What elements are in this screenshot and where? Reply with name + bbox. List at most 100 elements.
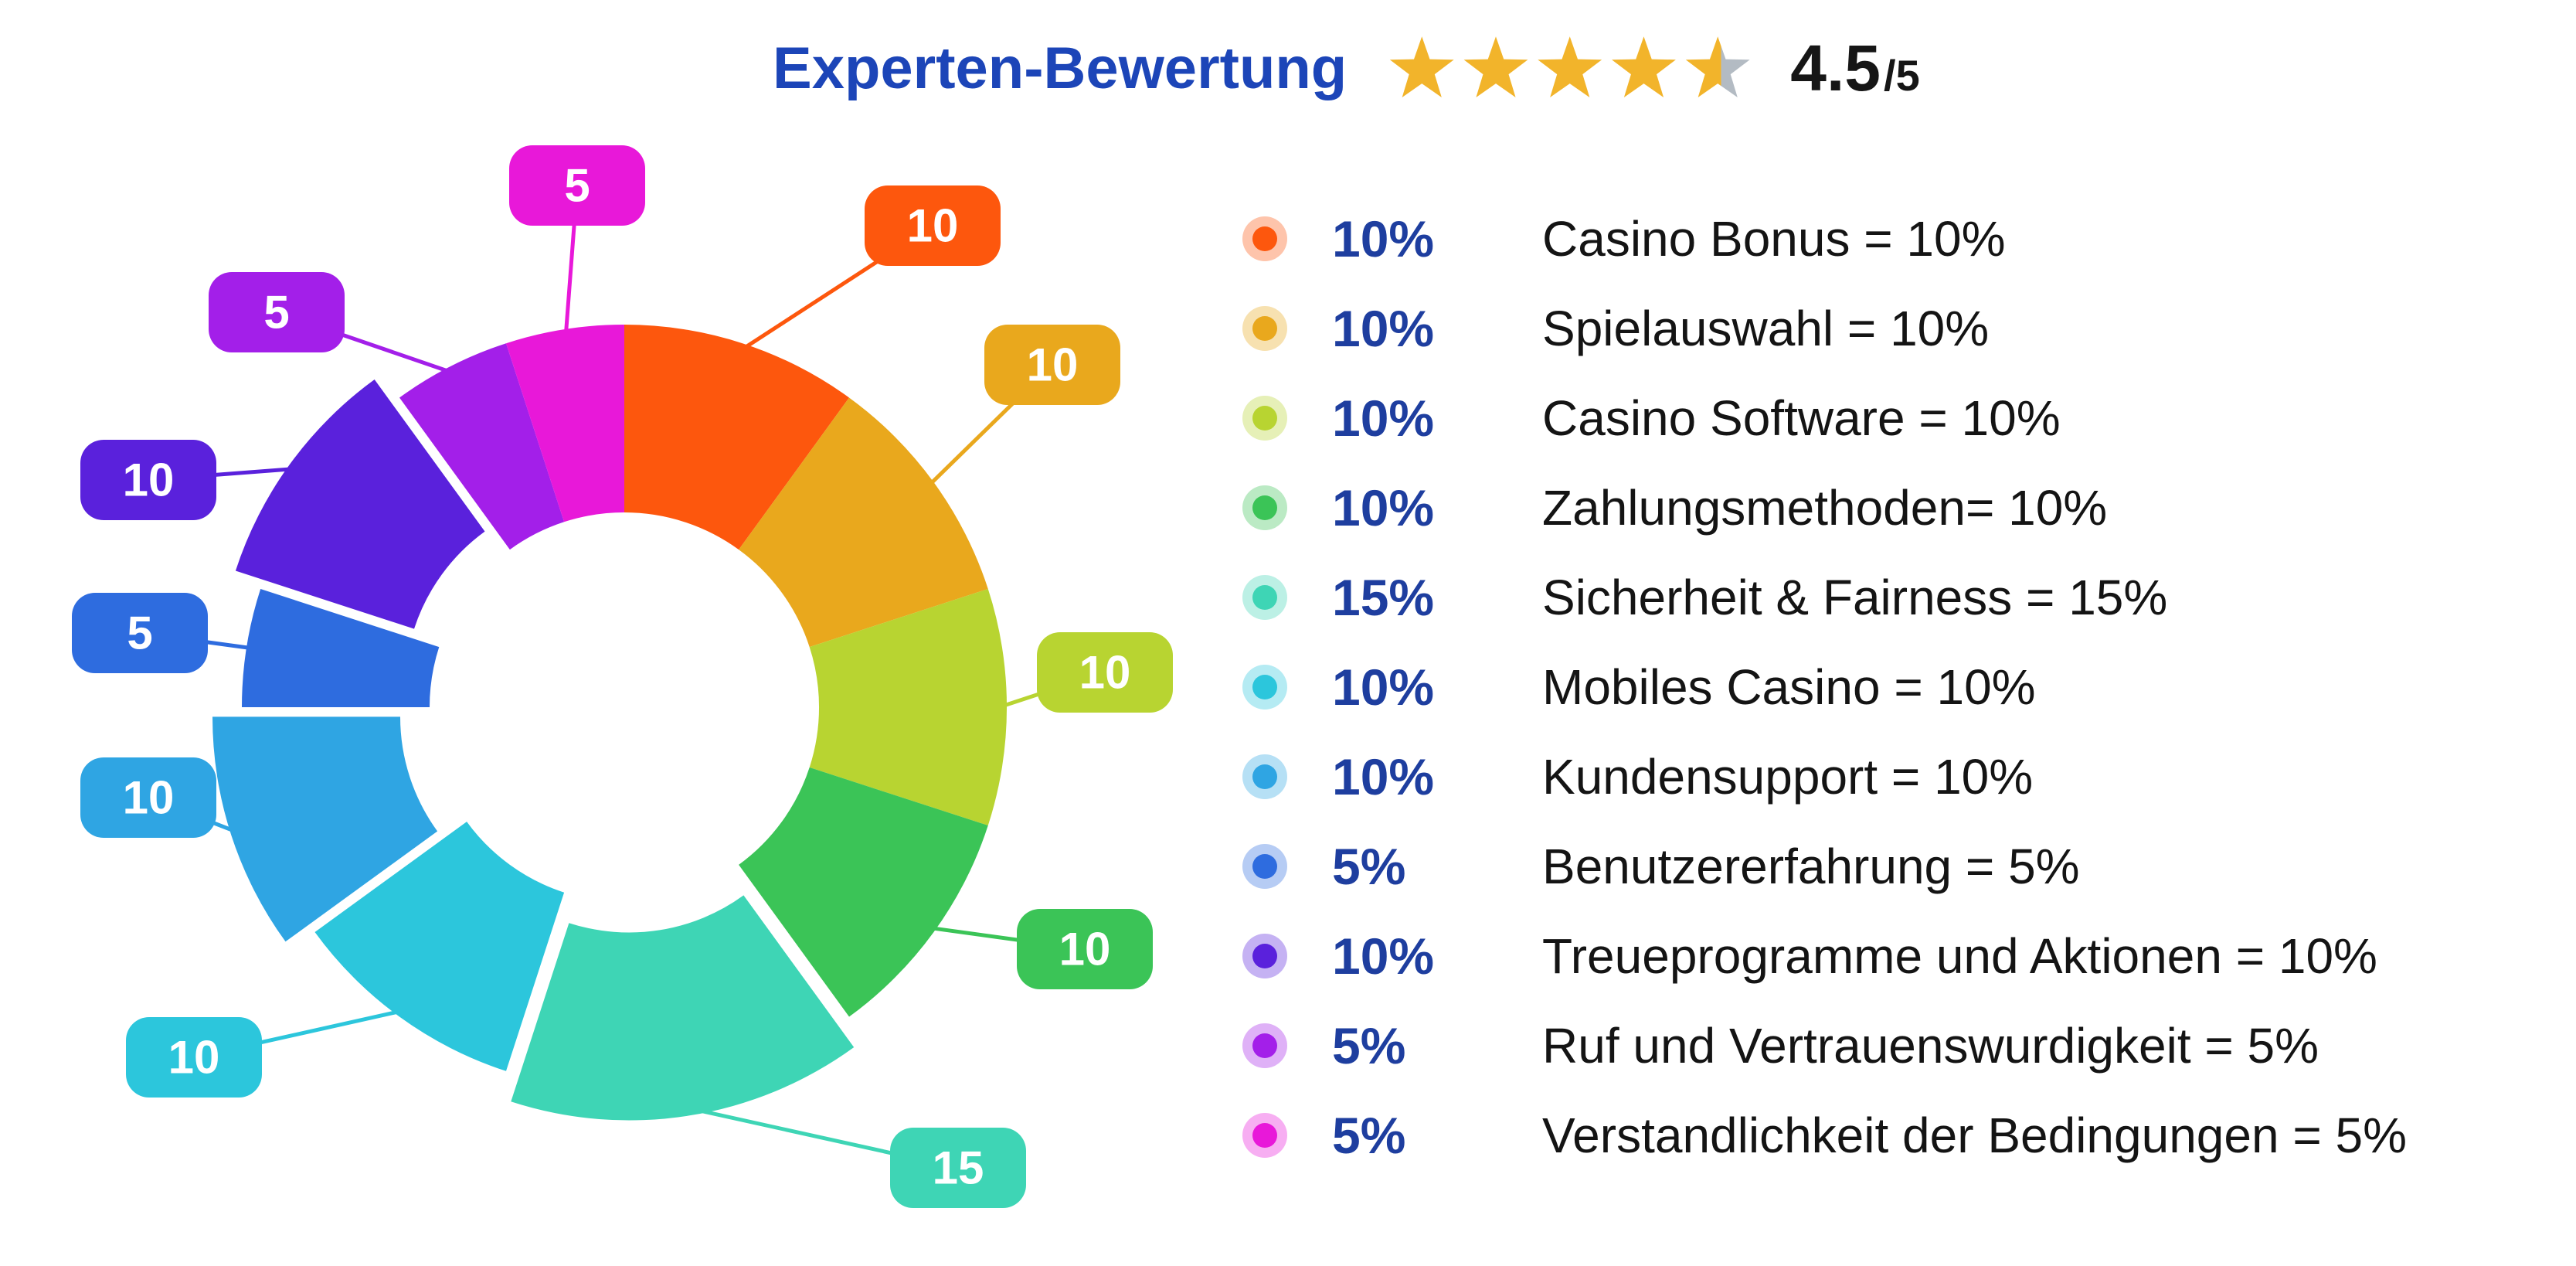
legend-label: Benutzererfahrung = 5% bbox=[1542, 839, 2080, 894]
legend-marker-icon bbox=[1242, 396, 1287, 441]
segment-casino-software bbox=[809, 589, 1008, 825]
legend-label: Verstandlichkeit der Bedingungen = 5% bbox=[1542, 1108, 2407, 1163]
legend-row-zahlungsmethoden: 10% Zahlungsmethoden= 10% bbox=[1242, 463, 2407, 553]
segment-kundensupport bbox=[212, 716, 438, 942]
legend-marker-dot bbox=[1252, 764, 1277, 789]
star-icon bbox=[1390, 36, 1454, 97]
callout-value-zahlungsmethoden: 10 bbox=[1059, 924, 1111, 975]
legend-marker-dot bbox=[1252, 495, 1277, 520]
legend-label: Treueprogramme und Aktionen = 10% bbox=[1542, 928, 2377, 984]
rating-max: /5 bbox=[1884, 51, 1920, 100]
rating: 4.5 /5 bbox=[1790, 31, 1919, 106]
legend: 10% Casino Bonus = 10% 10% Spielauswahl = 1… bbox=[1242, 194, 2407, 1180]
legend-row-benutzererfahrung: 5% Benutzererfahrung = 5% bbox=[1242, 822, 2407, 911]
legend-row-verstandlichkeit-der-bedingungen: 5% Verstandlichkeit der Bedingungen = 5% bbox=[1242, 1091, 2407, 1180]
legend-row-ruf-und-vertrauenswurdigkeit: 5% Ruf und Vertrauenswurdigkeit = 5% bbox=[1242, 1001, 2407, 1091]
legend-label: Ruf und Vertrauenswurdigkeit = 5% bbox=[1542, 1018, 2319, 1074]
legend-row-treueprogramme-und-aktionen: 10% Treueprogramme und Aktionen = 10% bbox=[1242, 911, 2407, 1001]
legend-marker-icon bbox=[1242, 306, 1287, 351]
legend-label: Casino Software = 10% bbox=[1542, 390, 2061, 446]
legend-marker-icon bbox=[1242, 575, 1287, 620]
segment-benutzererfahrung bbox=[241, 589, 440, 707]
legend-percent: 5% bbox=[1332, 838, 1406, 895]
segment-treueprogramme-und-aktionen bbox=[235, 379, 485, 629]
legend-label: Kundensupport = 10% bbox=[1542, 749, 2034, 805]
legend-marker-dot bbox=[1252, 226, 1277, 251]
callout-value-spielauswahl: 10 bbox=[1027, 339, 1079, 391]
page-title: Experten-Bewertung bbox=[773, 36, 1347, 101]
legend-marker-dot bbox=[1252, 854, 1277, 879]
legend-marker-dot bbox=[1252, 675, 1277, 699]
callout-value-sicherheit-fairness: 15 bbox=[933, 1142, 984, 1194]
segment-spielauswahl bbox=[739, 397, 988, 648]
legend-percent: 5% bbox=[1332, 1017, 1406, 1074]
legend-percent: 10% bbox=[1332, 659, 1435, 716]
callout-box-zahlungsmethoden bbox=[1017, 909, 1153, 989]
callout-value-treueprogramme-und-aktionen: 10 bbox=[123, 454, 175, 506]
legend-marker-icon bbox=[1242, 1113, 1287, 1158]
callout-value-casino-bonus: 10 bbox=[907, 200, 959, 252]
star-rating-icon bbox=[1390, 36, 1750, 97]
legend-marker-icon bbox=[1242, 934, 1287, 978]
legend-marker-icon bbox=[1242, 665, 1287, 710]
callout-box-sicherheit-fairness bbox=[890, 1128, 1026, 1208]
legend-marker-dot bbox=[1252, 1033, 1277, 1058]
legend-percent: 10% bbox=[1332, 748, 1435, 805]
legend-percent: 10% bbox=[1332, 390, 1435, 447]
callout-value-mobiles-casino: 10 bbox=[168, 1032, 220, 1084]
segment-mobiles-casino bbox=[314, 822, 565, 1071]
legend-percent: 10% bbox=[1332, 927, 1435, 985]
callout-box-mobiles-casino bbox=[126, 1017, 262, 1098]
star-icon bbox=[1538, 36, 1602, 97]
segment-ruf-und-vertrauenswurdigkeit bbox=[399, 343, 565, 550]
legend-row-sicherheit-fairness: 15% Sicherheit & Fairness = 15% bbox=[1242, 553, 2407, 642]
legend-row-casino-bonus: 10% Casino Bonus = 10% bbox=[1242, 194, 2407, 284]
legend-marker-dot bbox=[1252, 316, 1277, 341]
callout-value-casino-software: 10 bbox=[1079, 647, 1131, 699]
legend-marker-dot bbox=[1252, 406, 1277, 431]
legend-percent: 10% bbox=[1332, 210, 1435, 267]
segment-casino-bonus bbox=[624, 325, 849, 550]
legend-label: Sicherheit & Fairness = 15% bbox=[1542, 570, 2168, 625]
callout-box-treueprogramme-und-aktionen bbox=[80, 440, 216, 520]
legend-row-mobiles-casino: 10% Mobiles Casino = 10% bbox=[1242, 642, 2407, 732]
callout-box-benutzererfahrung bbox=[72, 593, 208, 673]
callout-box-spielauswahl bbox=[984, 325, 1120, 405]
half-star-icon bbox=[1686, 36, 1750, 97]
legend-row-spielauswahl: 10% Spielauswahl = 10% bbox=[1242, 284, 2407, 373]
legend-percent: 5% bbox=[1332, 1107, 1406, 1164]
callout-value-benutzererfahrung: 5 bbox=[127, 607, 152, 659]
callout-labels: 10 10 10 10 15 10 10 5 10 5 5 bbox=[72, 145, 1173, 1208]
rating-value: 4.5 bbox=[1790, 32, 1881, 104]
callout-box-kundensupport bbox=[80, 757, 216, 838]
callout-value-kundensupport: 10 bbox=[123, 772, 175, 824]
legend-marker-dot bbox=[1252, 944, 1277, 968]
legend-label: Zahlungsmethoden= 10% bbox=[1542, 480, 2108, 536]
segment-zahlungsmethoden bbox=[739, 767, 988, 1017]
star-icon bbox=[1463, 36, 1528, 97]
legend-row-kundensupport: 10% Kundensupport = 10% bbox=[1242, 732, 2407, 822]
segment-sicherheit-fairness bbox=[511, 895, 855, 1121]
header: Experten-Bewertung 4.5 /5 bbox=[773, 31, 1920, 106]
callout-value-verstandlichkeit-der-bedingungen: 5 bbox=[564, 160, 590, 212]
legend-marker-icon bbox=[1242, 216, 1287, 261]
legend-marker-icon bbox=[1242, 844, 1287, 889]
callout-box-ruf-und-vertrauenswurdigkeit bbox=[209, 272, 345, 352]
legend-percent: 10% bbox=[1332, 479, 1435, 536]
legend-percent: 10% bbox=[1332, 300, 1435, 357]
donut-segments bbox=[212, 324, 1008, 1121]
legend-label: Spielauswahl = 10% bbox=[1542, 301, 1990, 356]
legend-row-casino-software: 10% Casino Software = 10% bbox=[1242, 373, 2407, 463]
callout-box-verstandlichkeit-der-bedingungen bbox=[509, 145, 645, 226]
callout-box-casino-bonus bbox=[865, 185, 1001, 266]
star-icon bbox=[1612, 36, 1677, 97]
legend-marker-dot bbox=[1252, 585, 1277, 610]
legend-label: Casino Bonus = 10% bbox=[1542, 211, 2006, 267]
legend-marker-icon bbox=[1242, 1023, 1287, 1068]
callout-box-casino-software bbox=[1037, 632, 1173, 713]
legend-label: Mobiles Casino = 10% bbox=[1542, 659, 2036, 715]
segment-verstandlichkeit-der-bedingungen bbox=[506, 324, 624, 522]
legend-marker-icon bbox=[1242, 485, 1287, 530]
